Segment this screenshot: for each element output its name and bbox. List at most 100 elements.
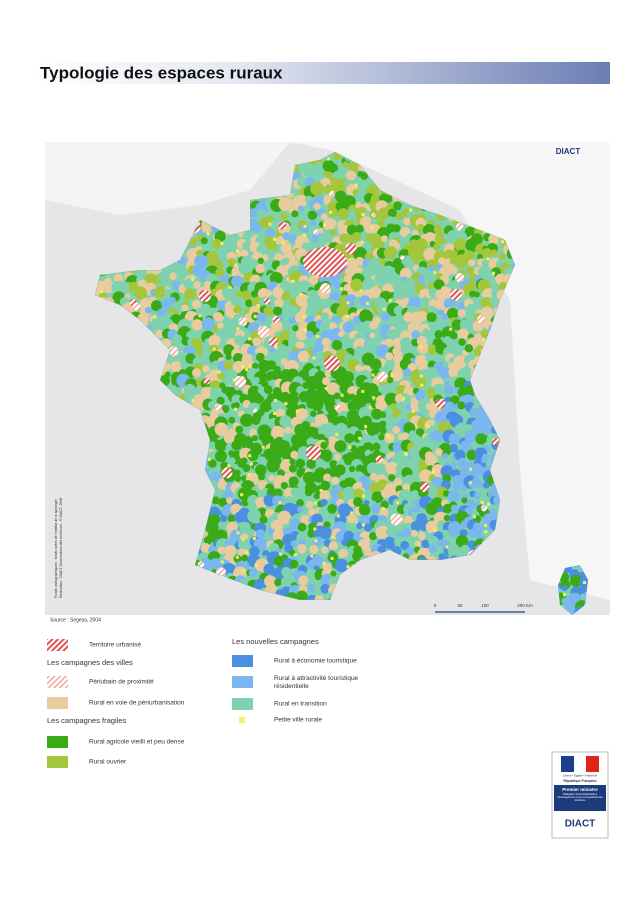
territory-patch [426, 312, 437, 323]
territory-patch [191, 299, 202, 310]
territory-patch [232, 360, 245, 374]
urban-area [449, 288, 462, 301]
legend-swatch [47, 736, 68, 748]
territory-patch [274, 457, 282, 465]
territory-patch [454, 449, 466, 461]
territory-patch [385, 461, 399, 475]
territory-patch [454, 254, 469, 268]
territory-patch [281, 566, 292, 578]
territory-patch [374, 272, 388, 286]
small-town [245, 550, 249, 554]
territory-patch [320, 312, 329, 321]
territory-patch [210, 380, 221, 390]
territory-patch [225, 354, 232, 361]
territory-patch [286, 406, 299, 420]
small-town [340, 287, 344, 291]
small-town [316, 335, 320, 339]
territory-patch [379, 258, 387, 266]
urban-area [268, 337, 278, 347]
territory-patch [417, 531, 426, 541]
territory-patch [464, 344, 474, 353]
territory-patch [393, 327, 403, 337]
small-town [562, 593, 566, 597]
territory-patch [134, 286, 148, 300]
territory-patch [218, 497, 228, 508]
territory-patch [319, 490, 331, 501]
territory-patch [443, 336, 452, 345]
territory-patch [257, 473, 266, 481]
territory-patch [367, 183, 380, 196]
small-town [252, 537, 256, 541]
map-source: Source : Segesa, 2004 [50, 617, 101, 623]
territory-patch [214, 450, 227, 463]
territory-patch [330, 570, 337, 577]
territory-patch [342, 161, 349, 168]
territory-patch [439, 366, 451, 379]
periurban-area [257, 325, 270, 338]
territory-patch [392, 337, 403, 348]
territory-patch [342, 342, 349, 349]
small-town [404, 452, 408, 456]
small-town [419, 374, 423, 378]
small-town [313, 527, 317, 531]
title-bar [35, 62, 610, 84]
territory-patch [347, 252, 354, 259]
territory-patch [266, 289, 273, 297]
territory-patch [450, 504, 458, 512]
territory-patch [428, 535, 439, 547]
territory-patch [360, 172, 369, 180]
territory-patch [356, 522, 363, 530]
territory-patch [489, 296, 498, 305]
ministry-band [554, 785, 606, 811]
territory-patch [460, 409, 468, 417]
territory-patch [199, 557, 213, 571]
territory-patch [259, 515, 268, 524]
small-town [268, 222, 272, 226]
legend-swatch [47, 676, 68, 688]
territory-patch [337, 208, 349, 220]
territory-patch [331, 340, 343, 351]
periurban-area [455, 273, 465, 283]
territory-patch [208, 459, 217, 468]
territory-patch [352, 232, 362, 242]
territory-patch [257, 386, 266, 395]
territory-patch [443, 490, 450, 497]
territory-patch [332, 315, 340, 324]
territory-patch [271, 425, 285, 440]
territory-patch [425, 454, 438, 467]
small-town [206, 232, 210, 236]
territory-patch [312, 469, 326, 483]
territory-patch [457, 309, 466, 318]
territory-patch [297, 505, 304, 513]
territory-patch [425, 402, 434, 411]
territory-patch [408, 296, 421, 309]
territory-patch [216, 322, 224, 329]
territory-patch [215, 267, 225, 278]
territory-patch [457, 457, 468, 468]
territory-patch [273, 488, 283, 498]
territory-patch [435, 324, 443, 332]
small-town [445, 545, 449, 549]
territory-patch [231, 394, 242, 405]
legend-heading: Les nouvelles campagnes [232, 637, 319, 646]
urban-area [198, 289, 211, 302]
territory-patch [428, 488, 438, 498]
territory-patch [369, 358, 382, 371]
small-town [235, 249, 239, 253]
territory-patch [370, 218, 378, 226]
territory-patch [383, 246, 398, 260]
small-town [368, 405, 372, 409]
territory-patch [423, 247, 437, 261]
territory-patch [384, 194, 393, 203]
urban-area [324, 355, 340, 372]
territory-patch [234, 335, 245, 346]
territory-patch [433, 383, 445, 395]
territory-patch [321, 337, 331, 347]
small-town [432, 470, 436, 474]
territory-patch [446, 307, 459, 320]
scale-label: 50 [457, 603, 463, 608]
small-town [411, 409, 415, 413]
territory-patch [113, 273, 124, 284]
territory-patch [339, 392, 351, 404]
territory-patch [233, 402, 240, 409]
